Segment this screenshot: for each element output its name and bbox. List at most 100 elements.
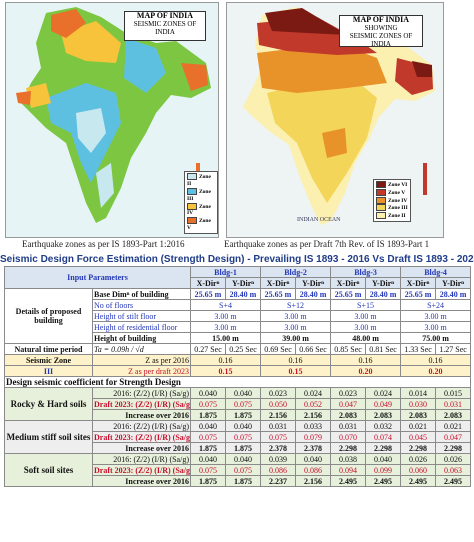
cell: 0.040 (224, 387, 262, 399)
cell: 39.00 m (260, 332, 332, 344)
cell: 0.052 (295, 398, 332, 410)
legend-item: Zone V (376, 188, 408, 197)
cell: 0.049 (365, 398, 402, 410)
seismic-design-table: Input Parameters Bldg-1 Bldg-2 Bldg-3 Bl… (3, 266, 472, 487)
cell: 2.495 (330, 475, 367, 487)
cell: 2.156 (295, 475, 332, 487)
soil-name: Soft soil sites (4, 453, 93, 487)
cell: 1.875 (190, 409, 226, 421)
table-row: Height of residential floor 3.00 m 3.00 … (5, 321, 472, 333)
row-label: Base Dimⁿ of building (92, 288, 191, 300)
cell: 2.083 (330, 409, 367, 421)
map-title: MAP OF INDIA (352, 15, 410, 24)
map-subtitle: SEISMIC ZONES OF INDIA (349, 32, 413, 48)
legend-item: Zone II (376, 212, 408, 220)
soil-name: Medium stiff soil sites (4, 420, 93, 454)
cell: 3.00 m (189, 310, 262, 322)
cell: 0.021 (435, 420, 472, 432)
cell: 0.074 (365, 431, 402, 443)
input-parameters-header: Input Parameters (4, 266, 191, 289)
legend-item: Zone III (187, 187, 211, 202)
soil-row: Medium stiff soil sites 2016: (Z/2) (I/R)… (4, 420, 472, 454)
cell: S+4 (189, 299, 262, 311)
row-label: Increase over 2016 (92, 409, 191, 421)
cell: 0.040 (365, 453, 402, 465)
legend-item: Zone V (187, 217, 211, 232)
row-label: Increase over 2016 (92, 475, 191, 487)
cell: 48.00 m (330, 332, 402, 344)
legend-item: Zone VI (376, 181, 408, 189)
map-title: MAP OF INDIA (136, 11, 194, 20)
cell: 0.15 (260, 365, 332, 377)
y-dir-header: Y-Dirⁿ (435, 277, 472, 289)
cell: 0.81 Sec (365, 343, 402, 355)
y-dir-header: Y-Dirⁿ (295, 277, 332, 289)
row-label: Draft 2023: (Z/2) (I/R) (Sa/g) (92, 398, 191, 410)
period-label: Natural time period (4, 343, 93, 355)
cell: 28.40 m (365, 288, 402, 300)
y-dir-header: Y-Dirⁿ (224, 277, 262, 289)
cell: 3.00 m (260, 321, 332, 333)
cell: S+12 (260, 299, 332, 311)
cell: 0.026 (435, 453, 472, 465)
cell: 0.16 (260, 354, 332, 366)
cell: 2.298 (330, 442, 367, 454)
map-legend: Zone VI Zone V Zone IV Zone III Zone II (373, 179, 411, 222)
map-legend: Zone II Zone III Zone IV Zone V (184, 171, 218, 235)
row-label: 2016: (Z/2) (I/R) (Sa/g) (92, 387, 191, 399)
cell: 28.40 m (224, 288, 262, 300)
cell: 0.070 (330, 431, 367, 443)
cell: 0.094 (330, 464, 367, 476)
cell: 0.040 (190, 420, 226, 432)
cell: 0.021 (400, 420, 437, 432)
row-label: Z as per draft 2023 (92, 365, 191, 377)
cell: 0.024 (295, 387, 332, 399)
table-title: Seismic Design Force Estimation (Strengt… (0, 254, 474, 265)
cell: 2.083 (400, 409, 437, 421)
cell: 0.030 (400, 398, 437, 410)
bldg-header: Bldg-2 (260, 266, 332, 278)
cell: 2.083 (435, 409, 472, 421)
bldg-header: Bldg-3 (330, 266, 402, 278)
details-label: Details of proposed building (4, 288, 93, 344)
cell: 0.27 Sec (190, 343, 226, 355)
cell: 3.00 m (260, 310, 332, 322)
cell: 0.66 Sec (295, 343, 332, 355)
cell: 0.031 (435, 398, 472, 410)
soil-row: Rocky & Hard soils 2016: (Z/2) (I/R) (Sa/… (4, 387, 472, 421)
cell: 0.075 (224, 464, 262, 476)
cell: 0.015 (435, 387, 472, 399)
table-header-row: Input Parameters Bldg-1 Bldg-2 Bldg-3 Bl… (4, 266, 472, 289)
cell: 25.65 m (190, 288, 226, 300)
cell: 0.20 (330, 365, 402, 377)
cell: 1.27 Sec (435, 343, 472, 355)
cell: 2.237 (260, 475, 297, 487)
row-label: Height of building (92, 332, 191, 344)
row-label: 2016: (Z/2) (I/R) (Sa/g) (92, 453, 191, 465)
cell: 0.075 (190, 398, 226, 410)
cell: 0.16 (189, 354, 262, 366)
map-caption-draft: Earthquake zones as per Draft 7th Rev. o… (224, 239, 430, 249)
legend-item: Zone IV (187, 202, 211, 217)
map-caption-2016: Earthquake zones as per IS 1893-Part 1:2… (22, 239, 185, 249)
soil-row: Draft 2023: (Z/2) (I/R) (Sa/g) 0.075 0.075… (4, 464, 472, 476)
cell: 0.031 (330, 420, 367, 432)
x-dir-header: X-Dirⁿ (400, 277, 437, 289)
map-2016: MAP OF INDIA SEISMIC ZONES OF INDIA Zone… (5, 2, 219, 238)
x-dir-header: X-Dirⁿ (260, 277, 297, 289)
table-row: No of floors S+4 S+12 S+15 S+24 (5, 299, 472, 311)
cell: 0.086 (295, 464, 332, 476)
cell: 2.495 (365, 475, 402, 487)
bldg-header: Bldg-1 (189, 266, 262, 278)
cell: 2.156 (260, 409, 297, 421)
cell: 3.00 m (189, 321, 262, 333)
cell: 0.014 (400, 387, 437, 399)
cell: 25.65 m (330, 288, 367, 300)
row-label: 2016: (Z/2) (I/R) (Sa/g) (92, 420, 191, 432)
cell: 2.298 (400, 442, 437, 454)
cell: 0.15 (189, 365, 262, 377)
cell: 0.040 (295, 453, 332, 465)
cell: 0.047 (435, 431, 472, 443)
map-subtitle: SEISMIC ZONES OF INDIA (133, 20, 197, 36)
cell: 2.298 (435, 442, 472, 454)
